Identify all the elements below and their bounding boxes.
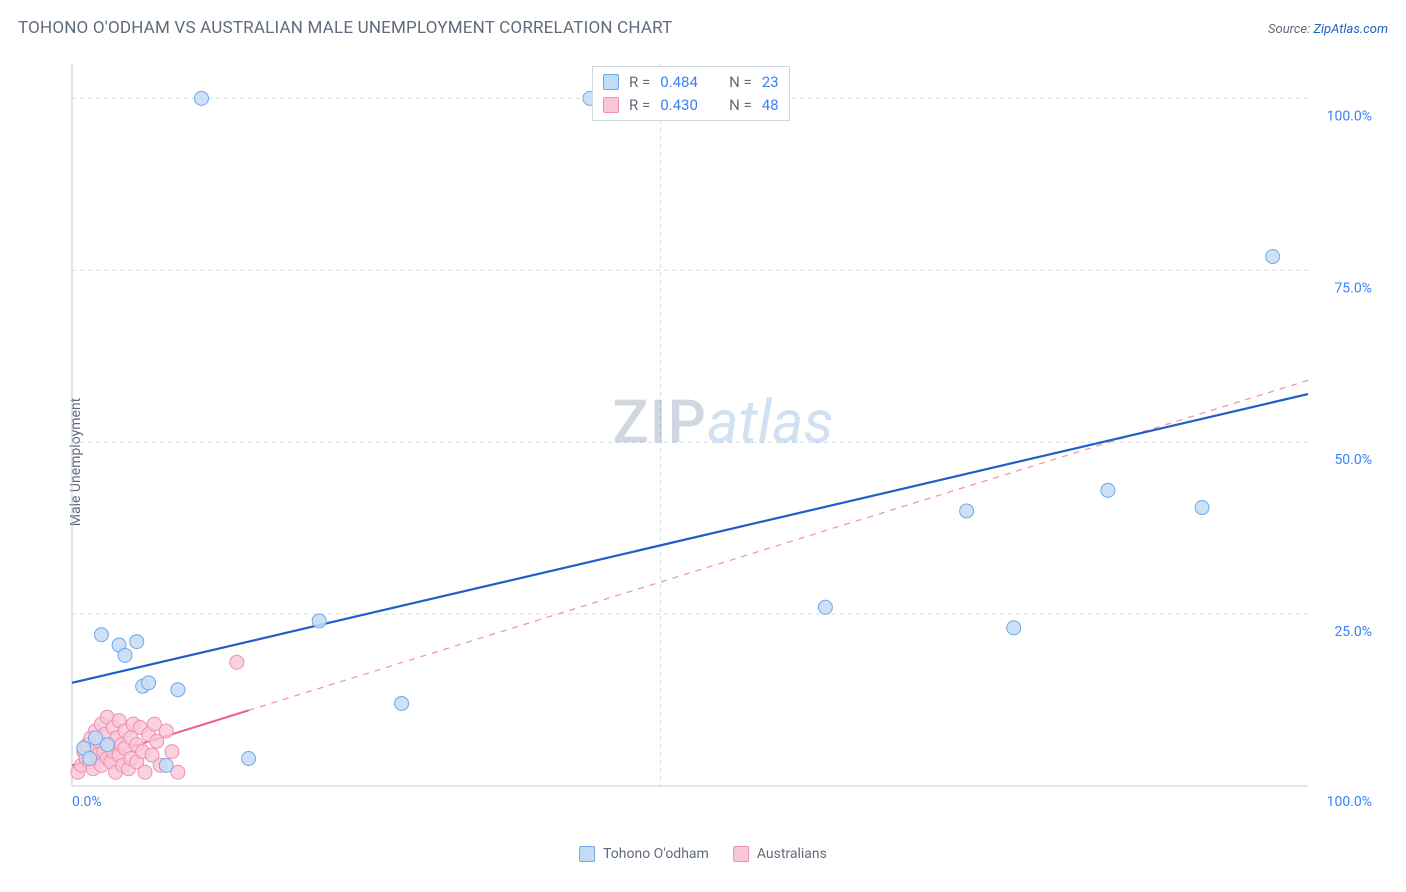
scatter-point-tohono [1101, 483, 1115, 497]
legend-n-value: 23 [762, 71, 779, 94]
legend-r-value: 0.484 [660, 71, 698, 94]
scatter-point-tohono [171, 683, 185, 697]
source-link[interactable]: ZipAtlas.com [1313, 22, 1388, 37]
legend-swatch [579, 846, 595, 862]
scatter-svg: 25.0% 50.0% 75.0% 100.0% 0.0% 100.0% [68, 60, 1378, 814]
trend-line-dashed-australians [249, 380, 1308, 710]
legend-swatch [733, 846, 749, 862]
scatter-point-tohono [1007, 621, 1021, 635]
scatter-point-tohono [159, 758, 173, 772]
x-tick-label: 0.0% [72, 794, 102, 810]
x-tick-label: 100.0% [1327, 794, 1372, 810]
legend-n-label: N = [729, 71, 752, 94]
scatter-point-tohono [194, 91, 208, 105]
chart-area: Male Unemployment ZIPatlas 25.0%50.0%75.… [18, 50, 1388, 874]
legend-r-value: 0.430 [660, 94, 698, 117]
legend-r-label: R = [629, 71, 650, 94]
y-tick-label: 25.0% [1334, 624, 1372, 640]
series-legend-item: Australians [733, 846, 827, 862]
scatter-point-tohono [312, 614, 326, 628]
trend-line-tohono [72, 394, 1308, 683]
correlation-legend-row: R = 0.484 N = 23 [603, 71, 779, 94]
scatter-point-australians [138, 765, 152, 779]
scatter-point-tohono [130, 635, 144, 649]
scatter-point-tohono [395, 696, 409, 710]
scatter-point-tohono [1266, 250, 1280, 264]
correlation-legend: R = 0.484 N = 23R = 0.430 N = 48 [592, 66, 790, 121]
source-attribution: Source: ZipAtlas.com [1268, 22, 1388, 37]
series-legend: Tohono O'odham Australians [579, 846, 827, 862]
scatter-point-tohono [94, 628, 108, 642]
correlation-legend-row: R = 0.430 N = 48 [603, 94, 779, 117]
scatter-point-tohono [142, 676, 156, 690]
series-legend-label: Australians [757, 846, 827, 862]
y-tick-label: 100.0% [1327, 108, 1372, 124]
scatter-point-australians [159, 724, 173, 738]
scatter-point-tohono [1195, 501, 1209, 515]
legend-n-value: 48 [762, 94, 779, 117]
scatter-point-australians [165, 745, 179, 759]
chart-header: TOHONO O'ODHAM VS AUSTRALIAN MALE UNEMPL… [18, 18, 1388, 38]
source-label: Source: [1268, 22, 1313, 37]
legend-r-label: R = [629, 94, 650, 117]
scatter-point-tohono [100, 738, 114, 752]
scatter-point-tohono [118, 648, 132, 662]
plot-region: ZIPatlas 25.0%50.0%75.0%100.0%0.0%100.0%… [68, 60, 1378, 814]
y-tick-label: 50.0% [1334, 452, 1372, 468]
series-legend-item: Tohono O'odham [579, 846, 709, 862]
scatter-point-tohono [83, 751, 97, 765]
legend-n-label: N = [729, 94, 752, 117]
series-legend-label: Tohono O'odham [603, 846, 709, 862]
scatter-point-australians [230, 655, 244, 669]
scatter-point-tohono [960, 504, 974, 518]
chart-title: TOHONO O'ODHAM VS AUSTRALIAN MALE UNEMPL… [18, 18, 672, 38]
legend-swatch [603, 97, 619, 113]
legend-swatch [603, 74, 619, 90]
scatter-point-tohono [818, 600, 832, 614]
y-tick-label: 75.0% [1334, 280, 1372, 296]
scatter-point-tohono [242, 751, 256, 765]
